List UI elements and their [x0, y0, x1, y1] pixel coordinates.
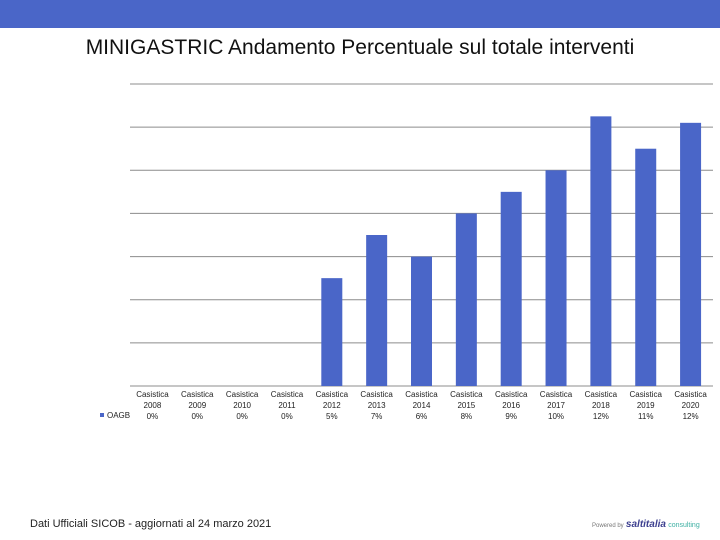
category-label: Casistica: [316, 390, 349, 399]
category-label: Casistica: [630, 390, 663, 399]
data-label: 9%: [505, 412, 517, 421]
category-label: Casistica: [271, 390, 304, 399]
data-label: 8%: [461, 412, 473, 421]
category-label: 2018: [592, 401, 610, 410]
brand-name: saltitalia: [625, 519, 666, 530]
bar: [680, 122, 702, 386]
data-label: 12%: [683, 412, 699, 421]
category-label: 2014: [413, 401, 431, 410]
category-label: 2016: [502, 401, 520, 410]
category-label: Casistica: [136, 390, 169, 399]
data-label: 0%: [191, 412, 203, 421]
brand-suffix: consulting: [668, 522, 700, 529]
data-label: 12%: [593, 412, 609, 421]
category-label: Casistica: [540, 390, 573, 399]
category-label: Casistica: [495, 390, 528, 399]
data-label: 0%: [236, 412, 248, 421]
data-label: 6%: [416, 412, 428, 421]
category-label: 2013: [368, 401, 386, 410]
legend-swatch: [100, 413, 104, 417]
source-note: Dati Ufficiali SICOB - aggiornati al 24 …: [30, 518, 272, 530]
data-label: 11%: [638, 412, 653, 421]
page-title: MINIGASTRIC Andamento Percentuale sul to…: [85, 36, 635, 59]
data-label: 0%: [281, 412, 293, 421]
legend-label: OAGB: [107, 411, 130, 420]
brand-logo: Powered by saltitalia consulting: [592, 519, 700, 530]
data-label: 0%: [147, 412, 159, 421]
bar: [455, 213, 477, 386]
category-label: 2011: [278, 401, 296, 410]
category-label: 2008: [144, 401, 162, 410]
category-label: Casistica: [450, 390, 483, 399]
category-label: Casistica: [585, 390, 618, 399]
category-label: 2015: [457, 401, 475, 410]
category-label: Casistica: [360, 390, 393, 399]
category-label: Casistica: [405, 390, 438, 399]
bar: [545, 170, 567, 386]
bar: [366, 235, 388, 386]
category-label: Casistica: [226, 390, 259, 399]
brand-prefix: Powered by: [592, 523, 624, 529]
bar: [321, 278, 343, 386]
data-label: 7%: [371, 412, 383, 421]
category-label: 2019: [637, 401, 655, 410]
category-label: Casistica: [181, 390, 214, 399]
category-label: 2020: [682, 401, 700, 410]
bar: [411, 256, 432, 386]
data-label: 5%: [326, 412, 338, 421]
bar: [500, 191, 522, 386]
category-label: Casistica: [674, 390, 707, 399]
top-bar: [0, 0, 720, 28]
category-label: 2009: [188, 401, 206, 410]
data-label: 10%: [548, 412, 564, 421]
bar: [635, 148, 657, 386]
bar: [590, 116, 612, 386]
category-label: 2017: [547, 401, 565, 410]
category-label: 2012: [323, 401, 341, 410]
category-label: 2010: [233, 401, 251, 410]
